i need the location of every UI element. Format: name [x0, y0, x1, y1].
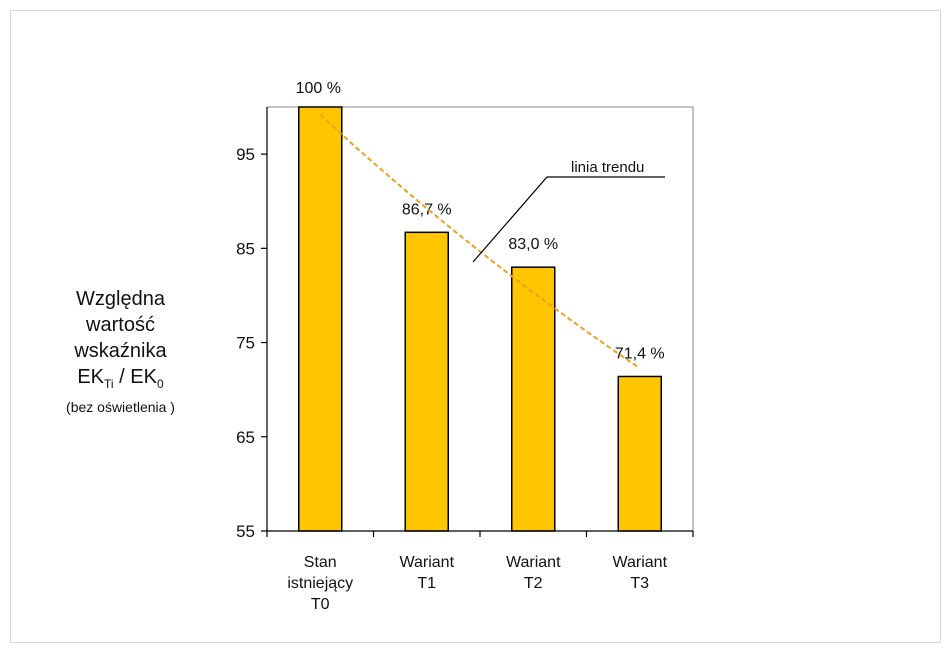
y-axis-label-sub-0: 0: [156, 377, 164, 391]
y-axis-label-sub-ti: Ti: [104, 377, 114, 391]
y-axis-label-line1: Względna: [76, 288, 165, 310]
y-axis-label: Względna wartość wskaźnika EKTi / EK0 (b…: [28, 286, 213, 417]
x-category-label-1: Wariant T1: [399, 554, 454, 592]
x-category-label-3: Wariant T3: [612, 554, 667, 592]
x-category-label-line: T0: [311, 596, 330, 613]
annotation-leader-line: [472, 176, 665, 263]
y-axis-label-line3: wskaźnika: [74, 340, 167, 362]
annotation-trend-label: linia trendu: [571, 159, 644, 176]
x-category-label-line: Wariant: [506, 554, 561, 571]
y-tick-label: 55: [236, 522, 255, 541]
y-tick-label: 75: [236, 334, 255, 353]
x-category-label-line: Wariant: [612, 554, 667, 571]
x-category-label-line: T1: [417, 575, 436, 592]
x-category-label-0: Stan istniejący T0: [287, 554, 353, 613]
x-category-label-2: Wariant T2: [506, 554, 561, 592]
data-label-3: 71,4 %: [615, 345, 665, 362]
y-axis-label-line4: EKTi / EK0: [28, 364, 213, 397]
page-frame: [10, 10, 941, 643]
x-category-label-line: T3: [630, 575, 649, 592]
x-category-label-line: Wariant: [399, 554, 454, 571]
y-axis-label-ek: EK: [77, 366, 105, 388]
trend-line: [319, 114, 641, 370]
y-axis-label-line2: wartość: [86, 314, 155, 336]
y-axis-label-line5: (bez oświetlenia ): [66, 399, 175, 415]
bar-2: [511, 266, 556, 532]
x-category-label-line: T2: [524, 575, 543, 592]
y-tick-label: 65: [236, 428, 255, 447]
data-label-2: 83,0 %: [508, 236, 558, 253]
bar-3: [617, 375, 662, 532]
data-label-0: 100 %: [296, 80, 341, 97]
y-tick-label: 95: [236, 145, 255, 164]
y-axis-label-ek0: / EK: [113, 366, 157, 388]
x-category-label-line: Stan: [304, 554, 337, 571]
y-tick-label: 85: [236, 239, 255, 258]
bar-1: [404, 231, 449, 532]
bar-0: [298, 106, 343, 532]
data-label-1: 86,7 %: [402, 201, 452, 218]
x-category-label-line: istniejący: [287, 575, 353, 592]
